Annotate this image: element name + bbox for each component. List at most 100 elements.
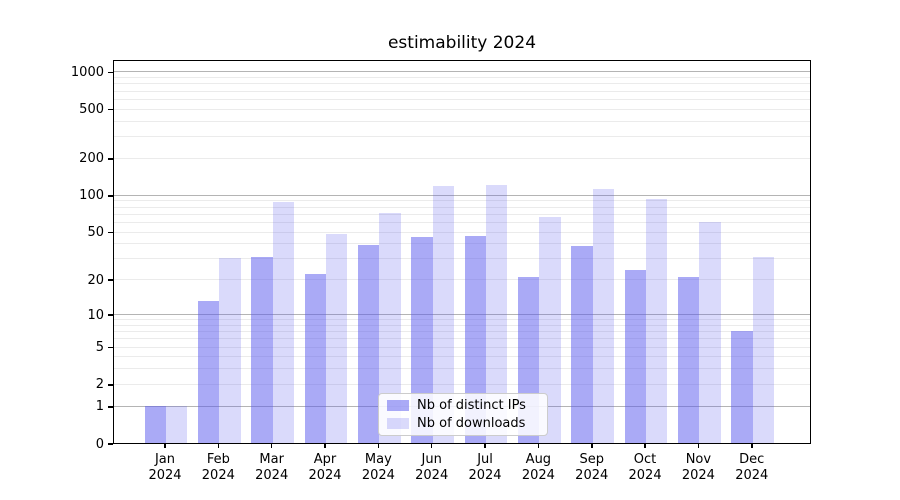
x-tick-mark <box>750 443 753 448</box>
gridline-major <box>114 314 810 316</box>
y-tick-mark <box>108 346 113 349</box>
y-tick-label: 1 <box>95 399 104 415</box>
x-tick-label-jun: Jun 2024 <box>402 452 462 484</box>
gridline-minor <box>114 77 810 79</box>
gridline-minor <box>114 90 810 92</box>
y-tick-mark <box>108 71 113 74</box>
y-tick-label: 200 <box>79 151 104 167</box>
bar-downloads-aug <box>539 216 561 443</box>
bar-downloads-oct <box>646 199 668 443</box>
gridline-minor <box>114 98 810 100</box>
x-tick-mark <box>590 443 593 448</box>
bar-downloads-jun <box>432 185 454 443</box>
x-tick-mark <box>377 443 380 448</box>
gridline-minor <box>114 213 810 215</box>
x-tick-label-jul: Jul 2024 <box>455 452 515 484</box>
x-tick-month: Apr <box>313 452 337 467</box>
x-tick-mark <box>164 443 166 448</box>
legend-item-downloads: Nb of downloads <box>387 416 539 431</box>
x-tick-year: 2024 <box>521 468 555 483</box>
bar-downloads-sep <box>592 189 615 443</box>
y-tick-label: 20 <box>87 272 104 288</box>
y-tick-mark <box>108 108 113 111</box>
bar-distinct-ips-dec <box>731 331 753 443</box>
gridline-minor <box>114 319 810 321</box>
bar-distinct-ips-mar <box>251 256 273 443</box>
gridline-minor <box>114 331 810 333</box>
gridline-minor <box>114 231 810 233</box>
bar-downloads-feb <box>219 258 241 443</box>
x-tick-month: Feb <box>206 452 230 467</box>
bar-downloads-nov <box>699 221 721 443</box>
gridline-minor <box>114 338 810 340</box>
x-tick-label-apr: Apr 2024 <box>295 452 355 484</box>
legend-label-distinct-ips: Nb of distinct IPs <box>417 398 526 413</box>
x-tick-month: Oct <box>633 452 657 467</box>
x-tick-label-mar: Mar 2024 <box>242 452 302 484</box>
gridline-minor <box>114 243 810 245</box>
y-tick-label: 1000 <box>70 64 104 80</box>
x-tick-mark <box>697 443 700 448</box>
y-tick-mark <box>108 279 113 282</box>
x-tick-label-sep: Sep 2024 <box>562 452 622 484</box>
bar-distinct-ips-oct <box>624 269 647 443</box>
x-tick-label-may: May 2024 <box>348 452 408 484</box>
x-tick-label-nov: Nov 2024 <box>668 452 728 484</box>
legend-item-distinct-ips: Nb of distinct IPs <box>387 398 539 413</box>
bar-downloads-jan <box>166 405 188 443</box>
gridline-minor <box>114 346 810 348</box>
x-tick-year: 2024 <box>735 468 769 483</box>
x-tick-month: Dec <box>739 452 765 467</box>
y-tick-mark <box>108 157 113 160</box>
x-tick-mark <box>484 443 486 448</box>
gridline-minor <box>114 324 810 326</box>
x-tick-label-oct: Oct 2024 <box>615 452 675 484</box>
legend-label-downloads: Nb of downloads <box>417 416 526 431</box>
x-tick-month: Jun <box>421 452 442 467</box>
chart-title: estimability 2024 <box>387 33 537 53</box>
x-tick-mark <box>217 443 220 448</box>
gridline-minor <box>114 108 810 110</box>
bar-distinct-ips-jun <box>411 237 433 443</box>
x-tick-year: 2024 <box>361 468 395 483</box>
x-tick-mark <box>430 443 433 448</box>
y-tick-label: 0 <box>95 436 104 452</box>
x-tick-mark <box>270 443 273 448</box>
bar-downloads-jul <box>486 185 508 443</box>
bar-distinct-ips-may <box>358 244 380 443</box>
x-tick-label-dec: Dec 2024 <box>722 452 782 484</box>
x-tick-label-jan: Jan 2024 <box>135 452 195 484</box>
bar-distinct-ips-sep <box>571 245 593 443</box>
x-tick-year: 2024 <box>308 468 342 483</box>
y-tick-mark <box>108 384 113 386</box>
gridline-minor <box>114 206 810 208</box>
y-tick-mark <box>108 443 113 445</box>
x-tick-month: Jan <box>154 452 176 467</box>
y-tick-mark <box>108 314 113 316</box>
gridline-major <box>114 71 810 73</box>
x-tick-month: May <box>364 452 392 467</box>
bar-distinct-ips-nov <box>678 276 700 443</box>
bar-downloads-mar <box>272 202 294 443</box>
bar-distinct-ips-jan <box>144 405 166 443</box>
x-tick-year: 2024 <box>415 468 449 483</box>
x-tick-month: Nov <box>685 452 712 467</box>
x-tick-year: 2024 <box>468 468 502 483</box>
x-tick-mark <box>644 443 646 448</box>
x-tick-year: 2024 <box>681 468 715 483</box>
gridline-minor <box>114 368 810 370</box>
gridline-minor <box>114 383 810 385</box>
x-tick-year: 2024 <box>201 468 235 483</box>
gridline-minor <box>114 200 810 202</box>
x-tick-year: 2024 <box>575 468 609 483</box>
x-tick-mark <box>537 443 540 448</box>
legend: Nb of distinct IPs Nb of downloads <box>378 393 548 436</box>
y-tick-mark <box>108 194 113 197</box>
plot-area <box>113 60 811 444</box>
y-tick-label: 50 <box>87 225 104 240</box>
x-tick-label-aug: Aug 2024 <box>508 452 568 484</box>
y-tick-label: 100 <box>79 188 104 204</box>
y-tick-mark <box>108 231 113 234</box>
legend-swatch-distinct-ips <box>387 400 409 411</box>
